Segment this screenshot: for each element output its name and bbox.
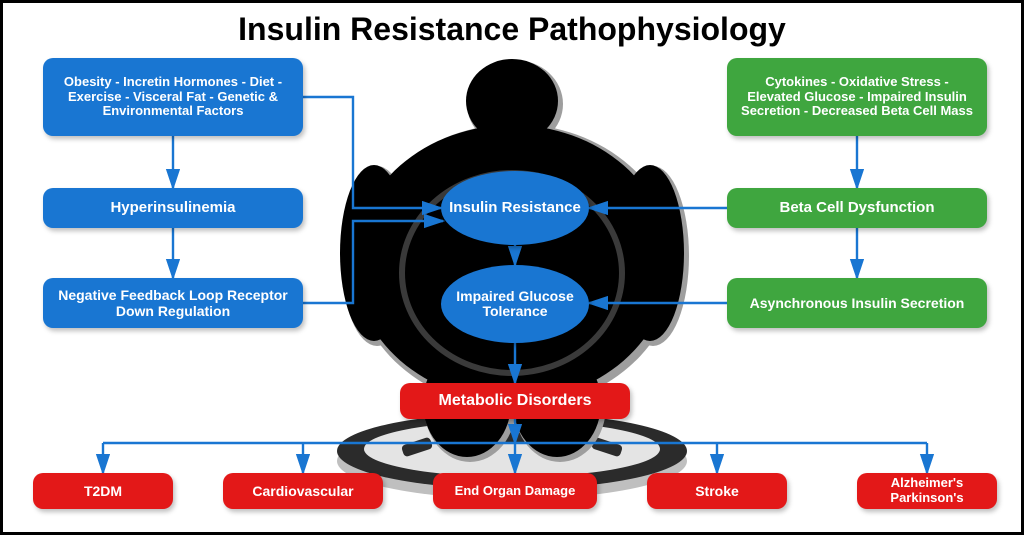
node-cardio: Cardiovascular [223,473,383,509]
node-neg_feedback: Negative Feedback Loop Receptor Down Reg… [43,278,303,328]
node-right_factors: Cytokines - Oxidative Stress - Elevated … [727,58,987,136]
diagram-frame: Insulin Resistance Pathophysiology [0,0,1024,535]
node-alz: Alzheimer's Parkinson's [857,473,997,509]
node-beta_dys: Beta Cell Dysfunction [727,188,987,228]
node-igt: Impaired Glucose Tolerance [441,265,589,343]
node-stroke: Stroke [647,473,787,509]
node-async_ins: Asynchronous Insulin Secretion [727,278,987,328]
node-t2dm: T2DM [33,473,173,509]
node-endorgan: End Organ Damage [433,473,597,509]
node-ins_res: Insulin Resistance [441,171,589,245]
node-left_factors: Obesity - Incretin Hormones - Diet - Exe… [43,58,303,136]
node-hyperins: Hyperinsulinemia [43,188,303,228]
diagram-title: Insulin Resistance Pathophysiology [3,11,1021,48]
node-metab: Metabolic Disorders [400,383,630,419]
